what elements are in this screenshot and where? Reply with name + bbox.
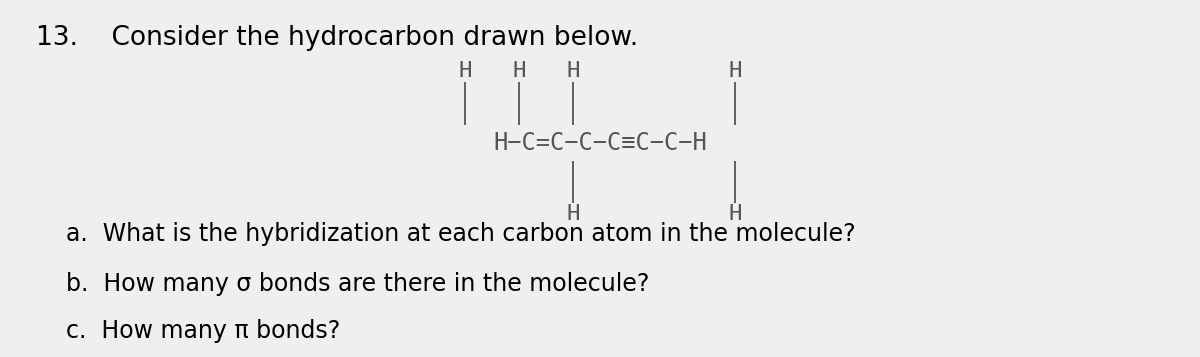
Text: H: H — [458, 61, 472, 81]
Text: H−C=C−C−C≡C−C−H: H−C=C−C−C≡C−C−H — [493, 131, 707, 155]
Text: c.  How many π bonds?: c. How many π bonds? — [66, 319, 341, 343]
Text: b.  How many σ bonds are there in the molecule?: b. How many σ bonds are there in the mol… — [66, 272, 649, 296]
Text: H: H — [512, 61, 526, 81]
Text: H: H — [728, 204, 742, 224]
Text: H: H — [566, 61, 580, 81]
Text: 13.    Consider the hydrocarbon drawn below.: 13. Consider the hydrocarbon drawn below… — [36, 25, 638, 51]
Text: a.  What is the hybridization at each carbon atom in the molecule?: a. What is the hybridization at each car… — [66, 222, 856, 246]
Text: H: H — [728, 61, 742, 81]
Text: H: H — [566, 204, 580, 224]
